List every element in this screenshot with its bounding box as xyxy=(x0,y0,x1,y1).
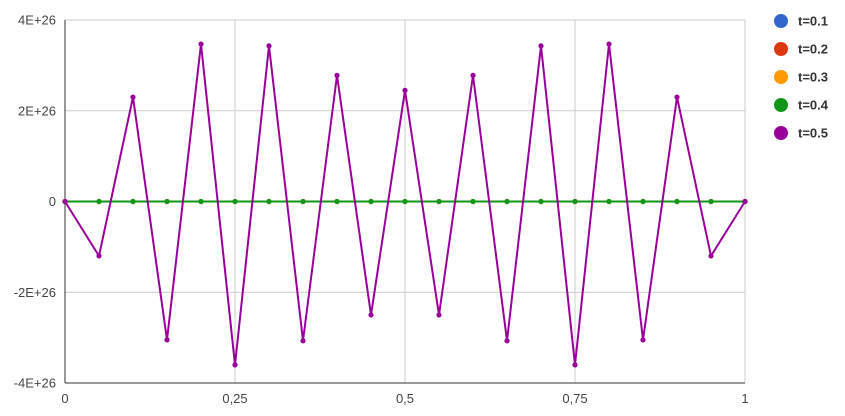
data-point-t=0.4 xyxy=(130,198,136,205)
data-point-t=0.4 xyxy=(470,198,476,205)
data-point-t=0.4 xyxy=(436,198,442,205)
data-point-t=0.5 xyxy=(334,72,340,78)
x-tick-label: 1 xyxy=(741,391,748,406)
data-point-t=0.5 xyxy=(504,338,510,344)
y-tick-label: 2E+26 xyxy=(18,103,56,118)
data-point-t=0.5 xyxy=(402,87,408,93)
data-point-t=0.5 xyxy=(606,41,612,47)
data-point-t=0.4 xyxy=(334,198,340,205)
data-point-t=0.4 xyxy=(368,198,374,205)
y-tick-label: -4E+26 xyxy=(14,376,56,391)
data-point-t=0.5 xyxy=(742,198,748,205)
data-point-t=0.4 xyxy=(538,198,544,205)
legend-marker[interactable] xyxy=(774,126,788,140)
legend-label[interactable]: t=0.4 xyxy=(798,98,829,113)
data-point-t=0.5 xyxy=(198,41,204,47)
data-point-t=0.4 xyxy=(572,198,578,205)
x-tick-label: 0 xyxy=(61,391,68,406)
data-point-t=0.5 xyxy=(232,362,238,368)
data-point-t=0.4 xyxy=(300,198,306,205)
legend-label[interactable]: t=0.5 xyxy=(798,126,828,141)
data-point-t=0.4 xyxy=(266,198,272,205)
legend-label[interactable]: t=0.2 xyxy=(798,42,828,57)
x-tick-label: 0,25 xyxy=(222,391,247,406)
legend-label[interactable]: t=0.1 xyxy=(798,14,828,29)
data-point-t=0.5 xyxy=(368,312,374,318)
legend-label[interactable]: t=0.3 xyxy=(798,70,828,85)
data-point-t=0.5 xyxy=(130,94,136,100)
data-point-t=0.5 xyxy=(572,362,578,368)
data-point-t=0.5 xyxy=(300,338,306,344)
y-tick-labels: -4E+26 -2E+26 0 2E+26 4E+26 xyxy=(14,13,56,391)
data-point-t=0.4 xyxy=(198,198,204,205)
data-point-t=0.4 xyxy=(164,198,170,205)
data-point-t=0.4 xyxy=(674,198,680,205)
x-tick-labels: 0 0,25 0,5 0,75 1 xyxy=(61,391,748,406)
legend-marker[interactable] xyxy=(774,42,788,56)
data-point-t=0.4 xyxy=(708,198,714,205)
data-point-t=0.5 xyxy=(640,337,646,343)
data-point-t=0.5 xyxy=(96,253,102,259)
data-point-t=0.4 xyxy=(232,198,238,205)
data-point-t=0.5 xyxy=(470,72,476,78)
x-tick-label: 0,5 xyxy=(396,391,414,406)
data-point-t=0.5 xyxy=(436,312,442,318)
legend-marker[interactable] xyxy=(774,98,788,112)
series-lines xyxy=(62,41,748,368)
legend: t=0.1 t=0.2 t=0.3 t=0.4 t=0.5 xyxy=(774,14,829,141)
y-tick-label: 0 xyxy=(49,194,56,209)
data-point-t=0.5 xyxy=(538,43,544,49)
data-point-t=0.4 xyxy=(504,198,510,205)
data-point-t=0.5 xyxy=(164,337,170,343)
data-point-t=0.5 xyxy=(674,94,680,100)
x-tick-label: 0,75 xyxy=(562,391,587,406)
data-point-t=0.5 xyxy=(708,253,714,259)
data-point-t=0.4 xyxy=(402,198,408,205)
data-point-t=0.4 xyxy=(606,198,612,205)
legend-marker[interactable] xyxy=(774,14,788,28)
legend-marker[interactable] xyxy=(774,70,788,84)
data-point-t=0.4 xyxy=(96,198,102,205)
data-point-t=0.4 xyxy=(640,198,646,205)
data-point-t=0.5 xyxy=(266,43,272,49)
y-tick-label: -2E+26 xyxy=(14,285,56,300)
y-tick-label: 4E+26 xyxy=(18,13,56,28)
data-point-t=0.5 xyxy=(62,198,68,205)
